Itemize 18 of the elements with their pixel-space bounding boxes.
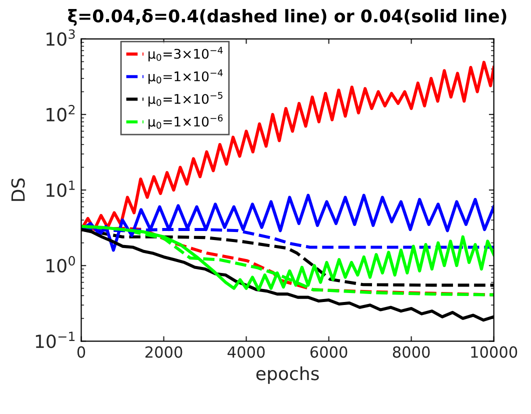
x-tick-label: 4000	[228, 346, 265, 358]
chart-title: ξ=0.04,δ=0.4(dashed line) or 0.04(solid line)	[68, 8, 506, 26]
x-tick-label: 8000	[392, 346, 430, 358]
x-tick-label: 6000	[310, 346, 348, 358]
legend-label: μ$_{0}$=3×10$^{−4}$	[148, 46, 223, 62]
y-axis-title: DS	[11, 178, 25, 201]
legend-label: μ$_{0}$=1×10$^{−4}$	[148, 69, 223, 84]
y-tick-label: 10$^{3}$	[46, 29, 75, 46]
y-tick-label: 10$^{1}$	[46, 180, 75, 198]
x-tick-label: 0	[77, 346, 86, 358]
legend-label: μ$_{0}$=1×10$^{−5}$	[148, 92, 222, 106]
x-tick-label: 2000	[145, 346, 182, 358]
y-tick-label: 10$^{2}$	[46, 104, 75, 122]
y-tick-label: 10$^{0}$	[46, 256, 75, 273]
y-tick-label: 10$^{−1}$	[36, 332, 75, 348]
x-tick-label: 10000	[471, 346, 518, 358]
x-axis-title: epochs	[256, 366, 319, 384]
legend-label: μ$_{0}$=1×10$^{−6}$	[148, 114, 223, 130]
